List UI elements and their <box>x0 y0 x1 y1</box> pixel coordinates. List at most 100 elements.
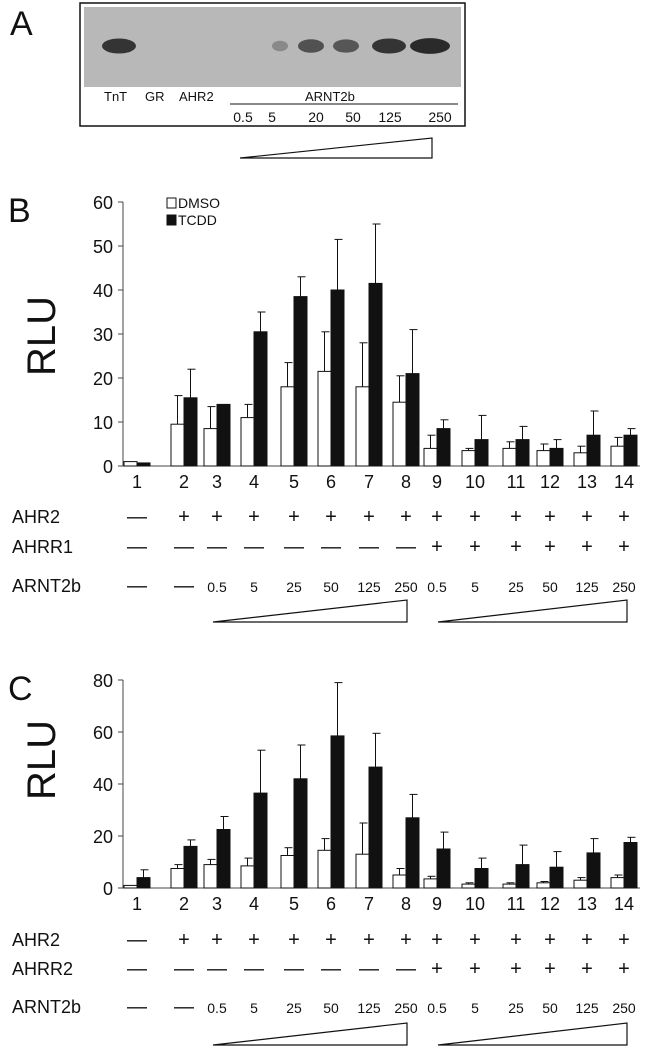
bar-dmso <box>502 447 517 467</box>
condition-cell: + <box>544 536 556 558</box>
dose-wedge-a <box>239 137 433 159</box>
condition-cell: — <box>207 536 227 558</box>
bar-dmso <box>502 883 517 889</box>
bar-dmso <box>203 428 218 467</box>
bar-dmso <box>123 461 138 467</box>
condition-cell: + <box>581 958 593 980</box>
condition-cell: 5 <box>471 1000 479 1016</box>
condition-cell: + <box>469 958 481 980</box>
bar-dmso <box>392 401 407 467</box>
bar-tcdd <box>216 403 231 467</box>
condition-cell: 125 <box>357 1000 381 1016</box>
condition-cell: 125 <box>575 1000 599 1016</box>
bar-tcdd <box>253 331 268 467</box>
condition-cell: + <box>469 506 481 528</box>
bar-tcdd <box>586 434 601 467</box>
bar-dmso <box>536 450 551 467</box>
condition-cell: + <box>178 506 190 528</box>
condition-cell: + <box>510 506 522 528</box>
condition-cell: — <box>127 929 147 951</box>
x-tick-label: 6 <box>326 894 336 914</box>
y-tick-label: 60 <box>93 193 113 213</box>
condition-cell: 50 <box>542 579 558 595</box>
bar-tcdd <box>405 817 420 889</box>
condition-cell: 250 <box>612 579 636 595</box>
condition-cell: + <box>581 506 593 528</box>
bar-dmso <box>240 417 255 467</box>
blot-amount-label: 50 <box>345 109 361 125</box>
blot-amount-label: 5 <box>268 109 276 125</box>
x-tick-label: 14 <box>614 894 634 914</box>
bar-tcdd <box>549 447 564 467</box>
condition-cell: + <box>288 506 300 528</box>
bar-tcdd <box>368 282 383 467</box>
condition-cell: — <box>127 575 147 597</box>
x-tick-label: 2 <box>179 894 189 914</box>
bar-dmso <box>280 855 295 889</box>
bar-tcdd <box>368 766 383 889</box>
bar-dmso <box>573 879 588 889</box>
x-tick-label: 4 <box>249 894 259 914</box>
panel-a: A TnT GR AHR2 ARNT2b 0.5 5 20 50 125 250 <box>10 2 466 159</box>
condition-cell: + <box>618 929 630 951</box>
bar-dmso <box>123 884 138 889</box>
condition-cell: — <box>321 958 341 980</box>
condition-cell: + <box>400 506 412 528</box>
x-tick-label: 1 <box>132 472 142 492</box>
bar-tcdd <box>136 877 151 889</box>
condition-cell: + <box>618 506 630 528</box>
condition-cell: + <box>363 929 375 951</box>
x-tick-label: 8 <box>401 472 411 492</box>
legend-label: DMSO <box>178 195 220 211</box>
condition-cell: + <box>288 929 300 951</box>
bar-tcdd <box>515 439 530 467</box>
condition-cell: + <box>178 929 190 951</box>
bar-dmso <box>573 452 588 467</box>
x-tick-label: 3 <box>212 894 222 914</box>
bar-dmso <box>355 853 370 889</box>
bar-dmso <box>610 877 625 889</box>
condition-cell: — <box>174 958 194 980</box>
bar-tcdd <box>183 845 198 889</box>
blot-amount-label: 0.5 <box>233 109 253 125</box>
bar-tcdd <box>623 842 638 889</box>
y-tick-label: 20 <box>93 369 113 389</box>
condition-cell: + <box>581 536 593 558</box>
panel-letter-a: A <box>10 5 33 43</box>
y-tick-label: 20 <box>93 827 113 847</box>
condition-cell: + <box>248 929 260 951</box>
bar-dmso <box>280 386 295 467</box>
blot-amount-labels: 0.5 5 20 50 125 250 <box>233 109 452 125</box>
condition-cell: + <box>618 958 630 980</box>
condition-cell: — <box>359 958 379 980</box>
condition-cell: 125 <box>357 579 381 595</box>
condition-cell: + <box>431 929 443 951</box>
panel-letter-c: C <box>8 670 33 708</box>
condition-cell: 0.5 <box>427 579 447 595</box>
bar-dmso <box>423 878 438 889</box>
condition-cell: + <box>363 506 375 528</box>
lane-group-label-arnt2b: ARNT2b <box>305 89 355 104</box>
condition-cell: + <box>544 929 556 951</box>
bar-tcdd <box>293 778 308 889</box>
bar-tcdd <box>253 792 268 889</box>
condition-cell: + <box>581 929 593 951</box>
y-tick-label: 0 <box>103 457 113 477</box>
bar-tcdd <box>549 866 564 889</box>
condition-cell: — <box>284 958 304 980</box>
x-tick-label: 13 <box>577 894 597 914</box>
condition-row-label: AHR2 <box>12 930 60 950</box>
bar-dmso <box>461 450 476 467</box>
condition-cell: + <box>510 958 522 980</box>
lane-label-tnt: TnT <box>104 89 127 104</box>
bar-tcdd <box>436 848 451 889</box>
bar-tcdd <box>136 462 151 467</box>
x-tick-label: 10 <box>465 894 485 914</box>
dose-wedge <box>212 599 408 623</box>
condition-cell: + <box>510 536 522 558</box>
condition-cell: + <box>618 536 630 558</box>
condition-cell: 0.5 <box>207 579 227 595</box>
condition-row-label: AHRR1 <box>12 537 73 557</box>
